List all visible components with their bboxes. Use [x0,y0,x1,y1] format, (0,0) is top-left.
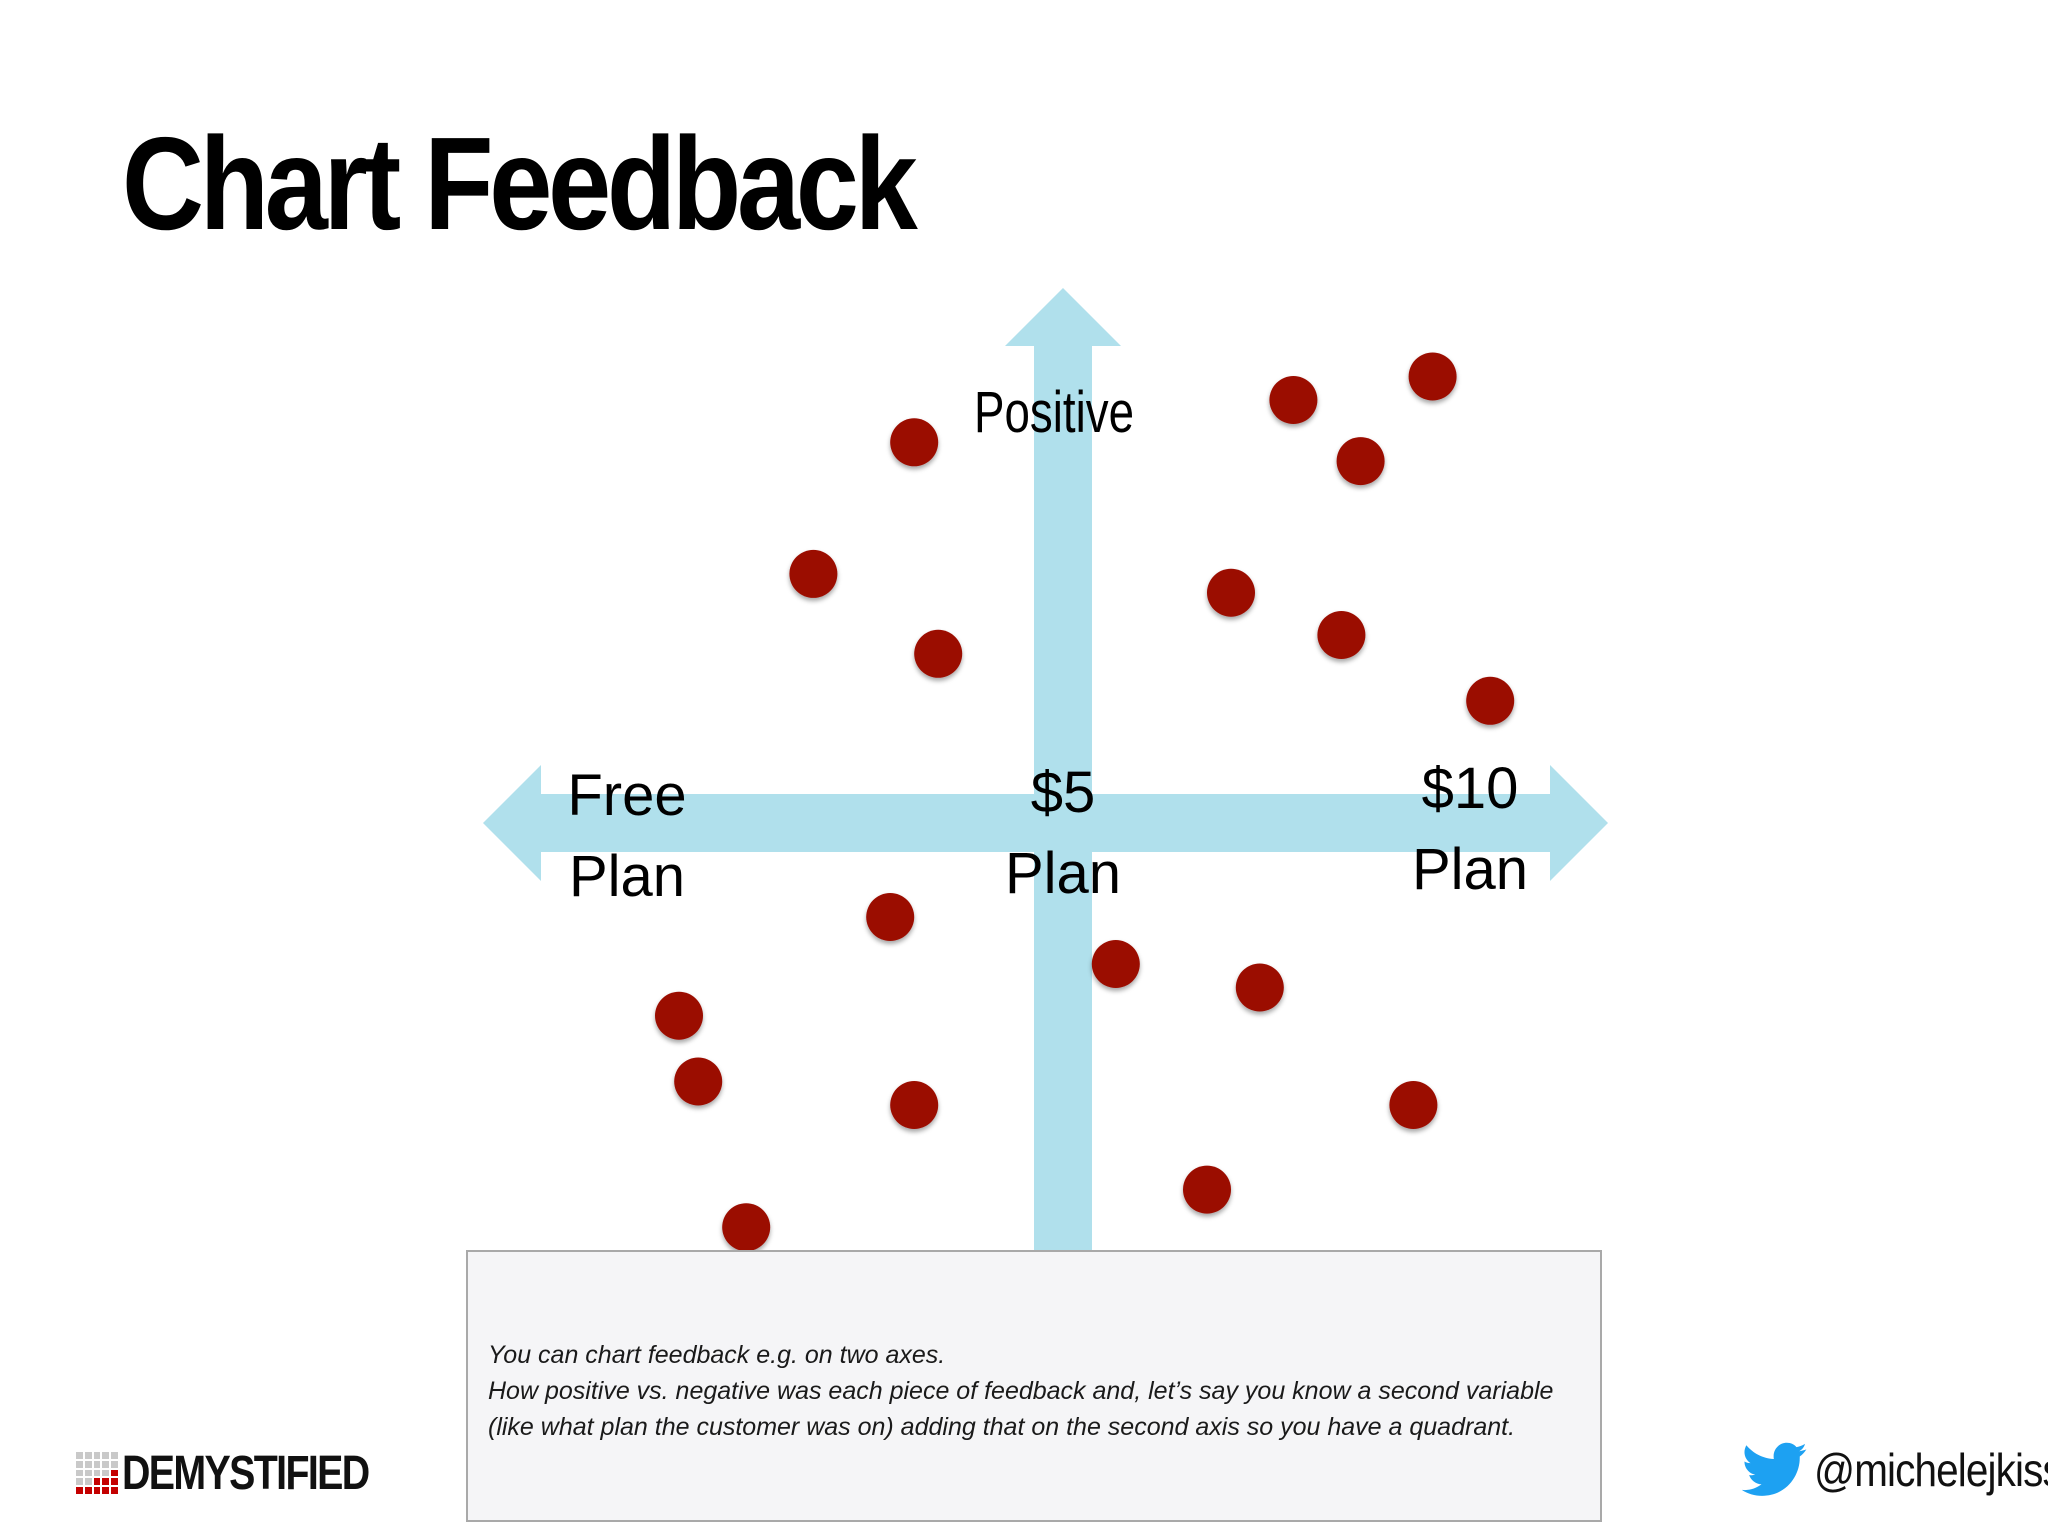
notes-line-1: You can chart feedback e.g. on two axes. [488,1341,946,1369]
speaker-notes-box: You can chart feedback e.g. on two axes.… [466,1250,1602,1522]
x-axis-label-10-line2: Plan [1412,837,1528,902]
data-point-7 [1207,568,1255,617]
data-point-5 [1408,352,1457,401]
data-point-3 [914,629,963,678]
slide-title: Chart Feedback [122,110,918,257]
data-point-17 [1183,1165,1231,1214]
x-axis-label-5-line2: Plan [1005,841,1121,906]
vertical-axis-arrow [1005,288,1121,1250]
x-axis-label-free-line2: Plan [569,844,685,909]
y-axis-label-positive: Positive [974,380,1134,445]
data-point-12 [674,1057,723,1106]
data-point-6 [1336,437,1385,486]
data-point-13 [890,1081,939,1129]
x-axis-label-10-line1: $10 [1422,756,1519,821]
x-axis-label-5-line1: $5 [1031,760,1096,825]
logo-grid-icon [76,1452,118,1494]
logo-text: DEMYSTIFIED [122,1446,370,1500]
twitter-bird-icon [1742,1442,1807,1496]
data-point-2 [789,549,838,598]
data-point-9 [1466,676,1515,725]
data-point-1 [890,418,939,467]
data-points [655,352,1515,1252]
data-point-16 [1389,1081,1438,1129]
data-point-15 [1235,963,1284,1012]
demystified-logo: DEMYSTIFIED [76,1446,423,1500]
notes-line-3: (like what plan the customer was on) add… [488,1413,1516,1441]
notes-line-2: How positive vs. negative was each piece… [488,1377,1554,1405]
data-point-18 [722,1203,771,1252]
data-point-14 [1091,940,1140,988]
twitter-handle: @michelejkiss [1742,1440,2048,1500]
data-point-8 [1317,611,1366,659]
data-point-10 [866,893,915,941]
data-point-11 [655,991,703,1040]
x-axis-label-free-line1: Free [567,763,686,828]
data-point-4 [1269,376,1318,424]
twitter-handle-text: @michelejkiss [1814,1444,2048,1496]
horizontal-axis-arrow [483,765,1608,881]
